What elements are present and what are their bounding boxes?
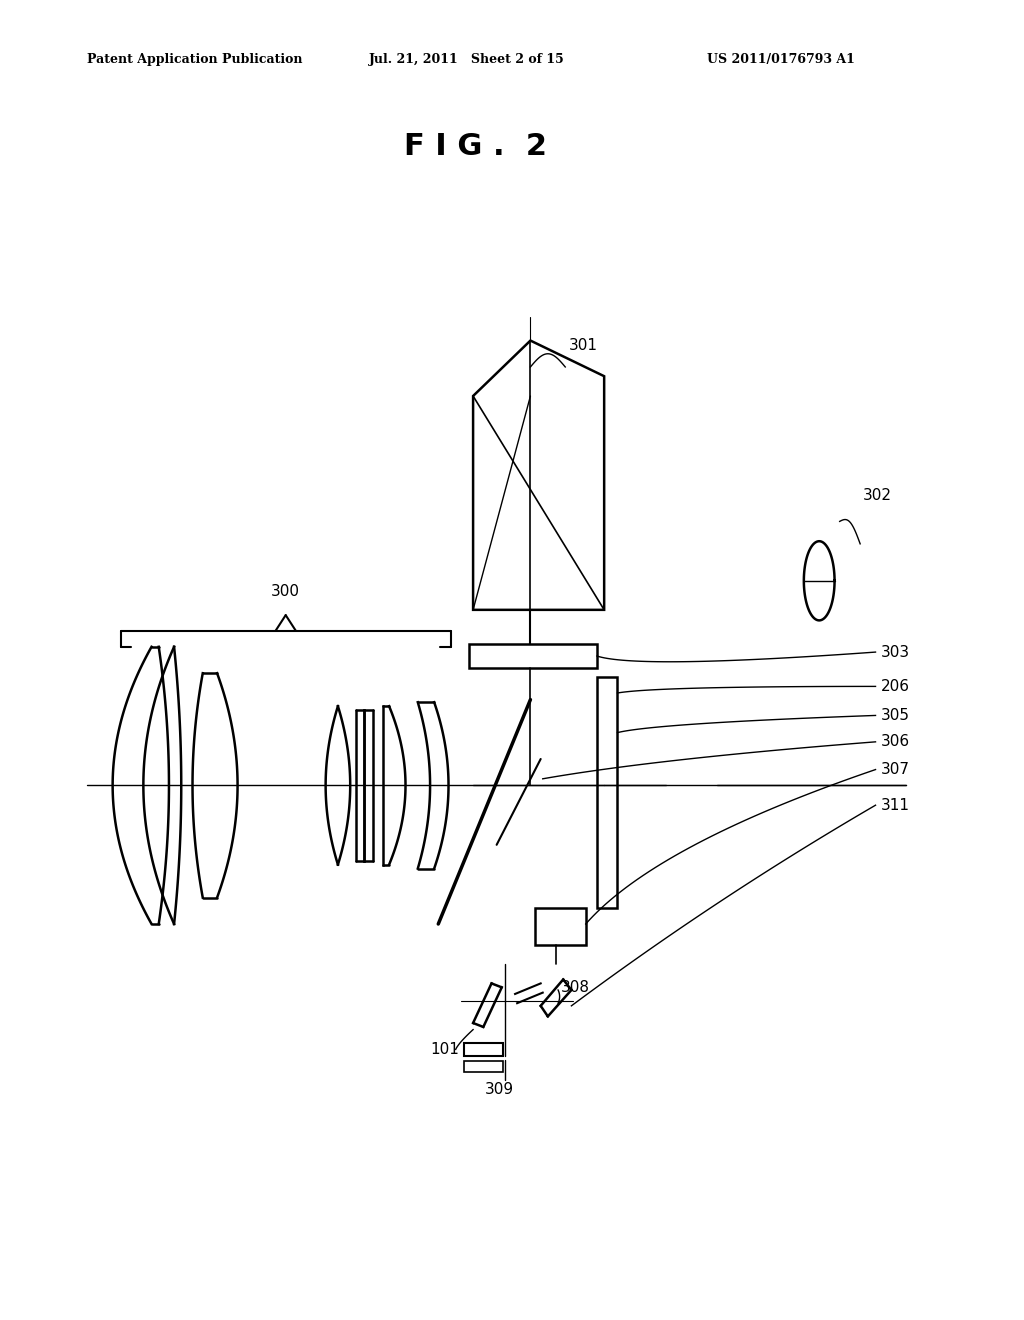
Text: 101: 101 [430, 1041, 459, 1057]
Text: 308: 308 [561, 979, 590, 995]
Bar [464, 1043, 503, 1056]
Text: 311: 311 [881, 797, 909, 813]
Text: 301: 301 [568, 338, 597, 354]
Bar [535, 908, 586, 945]
Text: 303: 303 [881, 644, 909, 660]
Text: 300: 300 [271, 583, 300, 599]
Text: 206: 206 [881, 678, 909, 694]
Text: 307: 307 [881, 762, 909, 777]
Text: US 2011/0176793 A1: US 2011/0176793 A1 [707, 53, 854, 66]
Bar [464, 1061, 503, 1072]
Text: 302: 302 [863, 487, 892, 503]
Text: Patent Application Publication: Patent Application Publication [87, 53, 302, 66]
Text: 306: 306 [881, 734, 909, 750]
Text: 309: 309 [485, 1082, 514, 1097]
Text: F I G .  2: F I G . 2 [404, 132, 548, 161]
Polygon shape [473, 341, 604, 610]
Text: 305: 305 [881, 708, 909, 723]
Bar [597, 677, 617, 908]
Bar [469, 644, 597, 668]
Text: Jul. 21, 2011   Sheet 2 of 15: Jul. 21, 2011 Sheet 2 of 15 [369, 53, 564, 66]
